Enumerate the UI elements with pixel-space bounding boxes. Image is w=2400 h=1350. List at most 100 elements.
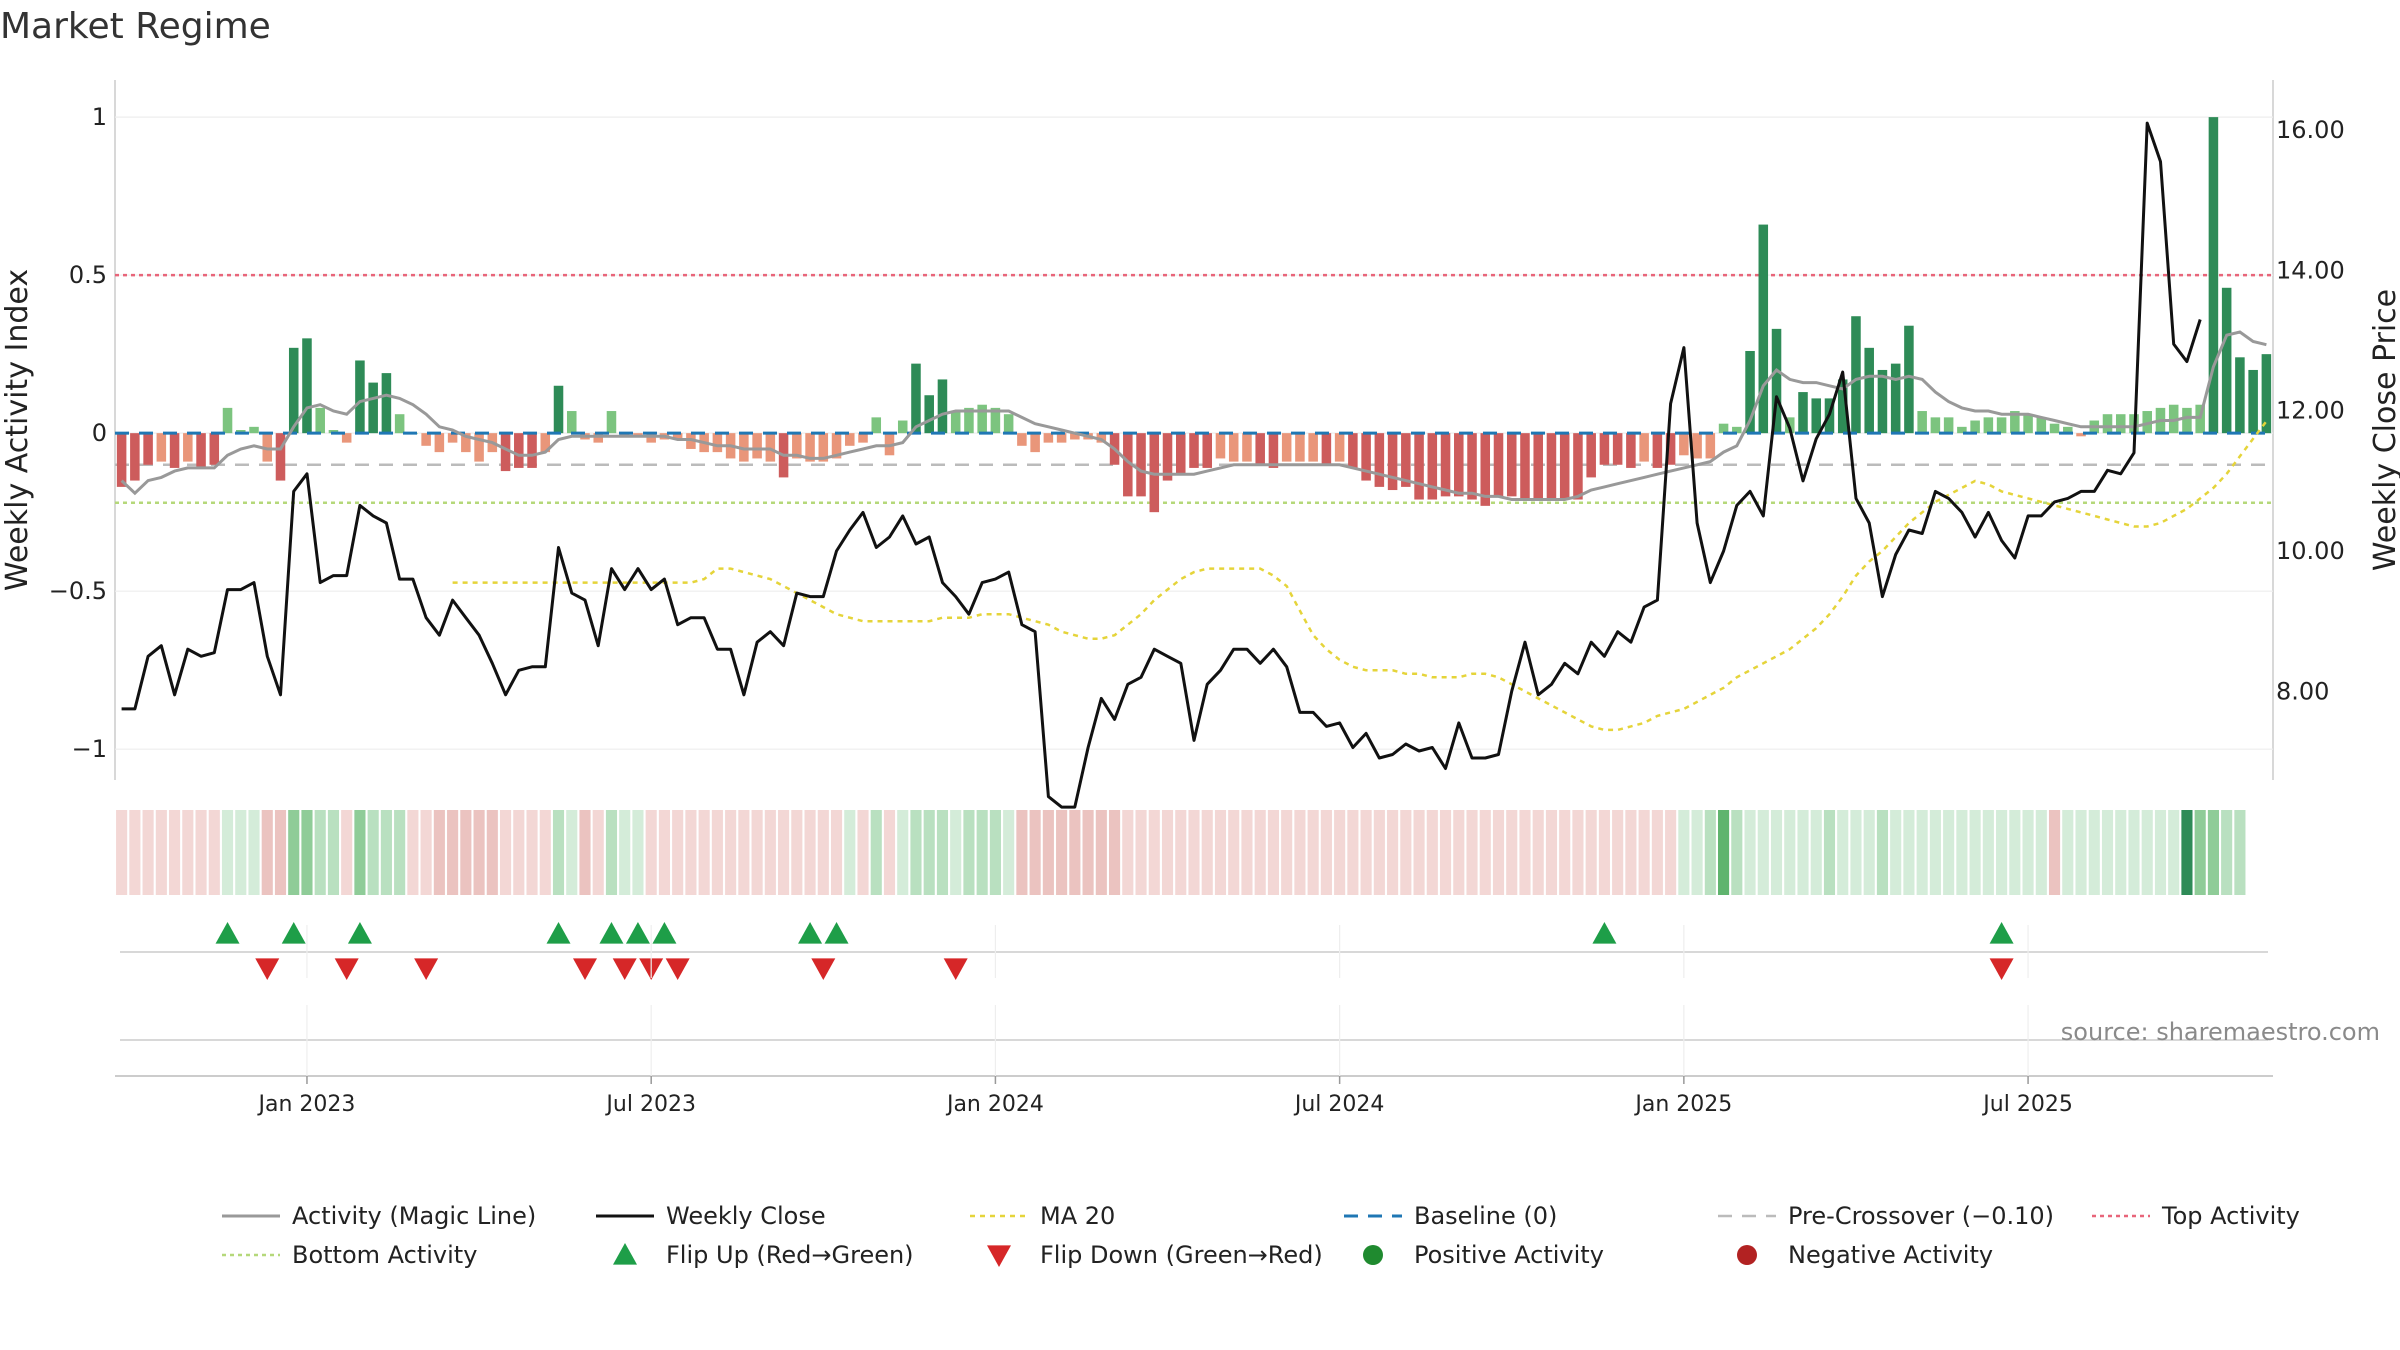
activity-bar <box>183 433 193 462</box>
flip-up-marker <box>546 922 571 944</box>
activity-bar <box>1533 433 1543 500</box>
regime-strip-cell <box>513 810 525 895</box>
activity-bar <box>1308 433 1318 462</box>
regime-strip-cell <box>2141 810 2153 895</box>
activity-bar <box>341 433 352 443</box>
x-tick-label: Jul 2023 <box>604 1092 696 1117</box>
regime-strip-cell <box>592 810 604 895</box>
regime-strip-cell <box>1347 810 1359 895</box>
activity-bar <box>1864 347 1874 434</box>
y-left-tick-label: 1 <box>92 103 107 131</box>
regime-strip-cell <box>380 810 392 895</box>
activity-bar <box>209 433 220 465</box>
activity-bar <box>593 433 603 443</box>
y-left-tick-label: −0.5 <box>49 577 107 605</box>
activity-bar <box>474 433 484 462</box>
activity-bar <box>1771 328 1782 434</box>
regime-strip-cell <box>539 810 551 895</box>
regime-strip-cell <box>1360 810 1372 895</box>
regime-strip-cell <box>1188 810 1200 895</box>
regime-strip-cell <box>1294 810 1306 895</box>
activity-bar <box>2221 287 2232 434</box>
regime-strip-cell <box>1903 810 1915 895</box>
regime-strip-cell <box>155 810 167 895</box>
regime-strip-cell <box>1823 810 1836 895</box>
activity-bar <box>1374 433 1385 487</box>
legend-label: Negative Activity <box>1788 1241 1993 1269</box>
activity-bar <box>130 433 140 481</box>
regime-strip-cell <box>1956 810 1968 895</box>
regime-strip-cell <box>420 810 432 895</box>
activity-bar <box>1480 433 1491 506</box>
regime-strip-cell <box>963 810 975 895</box>
legend-label: MA 20 <box>1040 1202 1115 1230</box>
regime-strip-cell <box>1281 810 1293 895</box>
activity-bar <box>2036 417 2047 434</box>
regime-strip-cell <box>1082 810 1094 895</box>
legend-label: Bottom Activity <box>292 1241 477 1269</box>
y-right-tick-label: 12.00 <box>2276 397 2345 425</box>
activity-bar <box>1454 433 1464 497</box>
regime-strip-cell <box>950 810 962 895</box>
activity-bar <box>275 433 286 481</box>
regime-strip-cell <box>1678 810 1690 895</box>
activity-bar <box>1586 433 1596 478</box>
regime-strip-cell <box>116 810 128 895</box>
activity-bar <box>368 382 378 434</box>
regime-strip-cell <box>2088 810 2100 895</box>
x-tick-label: Jan 2025 <box>1633 1092 1732 1117</box>
regime-strip-cell <box>2035 810 2047 895</box>
activity-bar <box>2182 407 2192 434</box>
regime-strip-cell <box>605 810 618 895</box>
regime-strip-cell <box>354 810 366 895</box>
activity-bar <box>1943 417 1954 434</box>
regime-strip-cell <box>1254 810 1266 895</box>
regime-strip-cell <box>499 810 512 895</box>
regime-strip-cell <box>645 810 657 895</box>
activity-bar <box>421 433 431 446</box>
activity-bar <box>1268 433 1279 468</box>
activity-bar <box>858 433 868 443</box>
regime-strip-cell <box>1837 810 1849 895</box>
y-right-tick-label: 14.00 <box>2276 256 2345 284</box>
activity-bar <box>818 433 829 462</box>
regime-strip-cell <box>552 810 565 895</box>
activity-bar <box>2115 414 2126 434</box>
regime-strip-cell <box>804 810 816 895</box>
activity-bar <box>990 407 1001 434</box>
legend-label: Flip Down (Green→Red) <box>1040 1241 1323 1269</box>
activity-bar <box>1043 433 1054 443</box>
activity-bar <box>672 433 683 440</box>
activity-bar <box>1851 316 1861 434</box>
flip-down-marker <box>334 958 359 980</box>
activity-bar <box>1798 392 1808 434</box>
activity-bar <box>1030 433 1040 453</box>
activity-bar <box>236 430 246 434</box>
activity-bar <box>977 404 987 434</box>
regime-strip-cell <box>2048 810 2061 895</box>
activity-bar <box>1175 433 1186 475</box>
activity-bar <box>1639 433 1649 462</box>
flip-up-marker <box>798 922 823 944</box>
activity-bar <box>897 420 908 434</box>
regime-strip-cell <box>288 810 300 895</box>
regime-strip-cell <box>1797 810 1809 895</box>
activity-bar <box>527 433 537 468</box>
activity-bar <box>1665 433 1676 465</box>
regime-strip-cell <box>910 810 922 895</box>
regime-strip-cell <box>1095 810 1107 895</box>
regime-strip-cell <box>1029 810 1041 895</box>
legend-label: Activity (Magic Line) <box>292 1202 536 1230</box>
activity-bar <box>2023 414 2033 434</box>
regime-strip-cell <box>1453 810 1465 895</box>
y-right-tick-label: 8.00 <box>2276 677 2329 705</box>
activity-bar <box>686 433 696 449</box>
activity-bar <box>381 373 392 434</box>
regime-strip-cell <box>1532 810 1544 895</box>
flip-down-marker <box>943 958 968 980</box>
activity-bar <box>222 407 233 434</box>
activity-bar <box>1520 433 1530 500</box>
activity-bar <box>1705 433 1716 459</box>
chart-title: Market Regime <box>0 6 271 47</box>
regime-strip-cell <box>698 810 710 895</box>
